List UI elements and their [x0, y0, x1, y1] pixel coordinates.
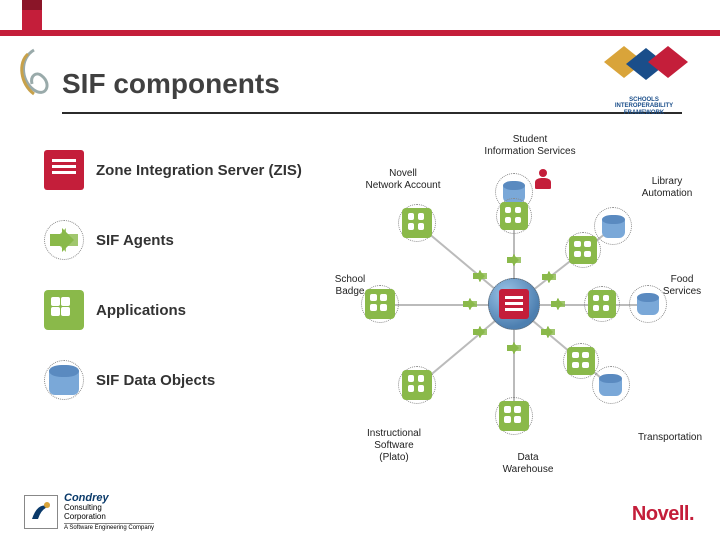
- diagram-label-mr: FoodServices: [652, 274, 712, 298]
- legend-row-agent: SIF Agents: [44, 220, 364, 260]
- condrey-mark-icon: [24, 495, 58, 529]
- agent-node: [504, 338, 524, 358]
- agent-node: [460, 294, 480, 314]
- diagram-label-bottom: DataWarehouse: [478, 452, 578, 476]
- agent-node: [539, 267, 559, 287]
- condrey-text: Condrey ConsultingCorporation A Software…: [64, 492, 154, 532]
- app-node: [569, 236, 597, 264]
- legend-row-server: Zone Integration Server (ZIS): [44, 150, 364, 190]
- diagram-label-ml: SchoolBadge: [320, 274, 380, 298]
- app-node: [500, 202, 528, 230]
- legend-label: Zone Integration Server (ZIS): [96, 162, 302, 179]
- legend-label: Applications: [96, 302, 186, 319]
- slide-title: SIF components: [62, 68, 280, 100]
- agent-node: [504, 250, 524, 270]
- person-icon: [532, 168, 554, 190]
- agent-node: [538, 322, 558, 342]
- legend-label: SIF Data Objects: [96, 372, 215, 389]
- legend-row-app: Applications: [44, 290, 364, 330]
- diagram-label-tr: LibraryAutomation: [622, 176, 712, 200]
- zis-center-node: [488, 278, 540, 330]
- app-node: [402, 370, 432, 400]
- header-bar: [0, 30, 720, 36]
- diagram-label-br: Transportation: [620, 432, 720, 444]
- legend: Zone Integration Server (ZIS) SIF Agents A…: [44, 150, 364, 430]
- app-node: [588, 290, 616, 318]
- legend-label: SIF Agents: [96, 232, 174, 249]
- agent-node: [470, 266, 490, 286]
- agent-node: [470, 322, 490, 342]
- data-icon: [44, 360, 84, 400]
- diagram-label-bl: InstructionalSoftware(Plato): [344, 428, 444, 464]
- diagram-label-tl: NovellNetwork Account: [348, 168, 458, 192]
- agent-node: [548, 294, 568, 314]
- condrey-tagline: A Software Engineering Company: [64, 523, 154, 532]
- condrey-logo: Condrey ConsultingCorporation A Software…: [24, 492, 154, 532]
- novell-logo-text: Novell: [632, 503, 689, 525]
- header-accent-dark: [22, 0, 42, 10]
- diagram-label-top: StudentInformation Services: [470, 134, 590, 158]
- server-icon: [44, 150, 84, 190]
- app-node: [567, 347, 595, 375]
- slide: { "title": "SIF components", "colors": {…: [0, 0, 720, 540]
- hub-diagram: StudentInformation Services NovellNetwork…: [330, 132, 700, 472]
- title-underline: [62, 112, 682, 114]
- legend-row-data: SIF Data Objects: [44, 360, 364, 400]
- condrey-name: Condrey: [64, 492, 154, 504]
- swirl-logo-icon: [12, 44, 56, 104]
- condrey-sub: ConsultingCorporation: [64, 504, 154, 522]
- app-node: [499, 401, 529, 431]
- app-icon: [44, 290, 84, 330]
- app-node: [402, 208, 432, 238]
- data-node: [596, 370, 626, 400]
- sif-logo: SCHOOLSINTEROPERABILITYFRAMEWORK: [596, 42, 692, 100]
- data-node: [598, 211, 628, 241]
- agent-icon: [44, 220, 84, 260]
- novell-logo: Novell.: [632, 503, 694, 526]
